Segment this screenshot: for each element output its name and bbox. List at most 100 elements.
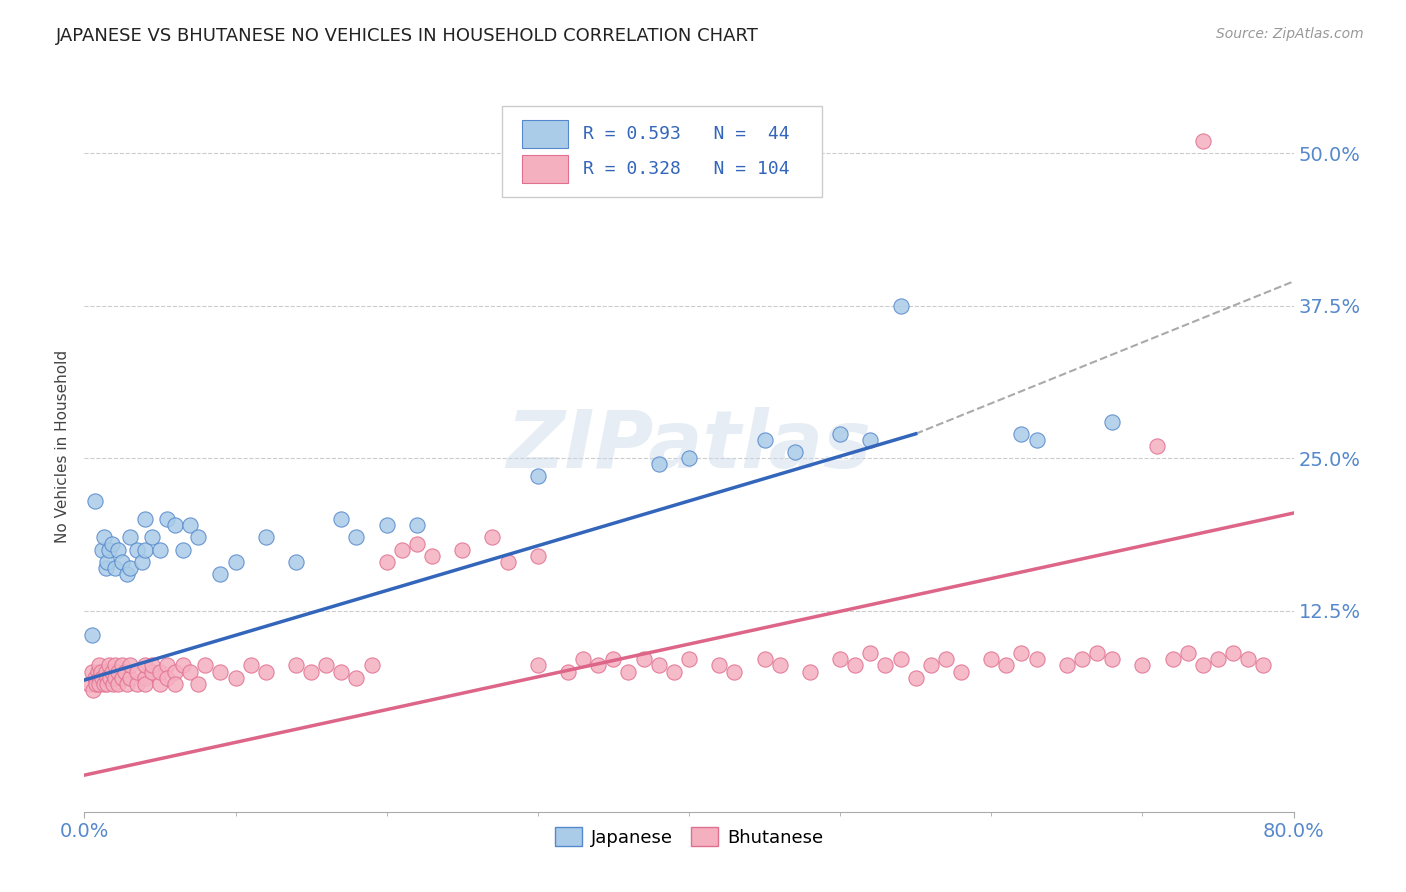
Point — [111, 671, 134, 685]
Point — [406, 518, 429, 533]
Point — [141, 658, 163, 673]
Point — [156, 671, 179, 685]
Point — [93, 676, 115, 690]
Point — [648, 658, 671, 673]
Point — [844, 658, 866, 673]
Point — [950, 665, 973, 679]
Point — [481, 530, 503, 544]
Point — [1222, 646, 1244, 660]
Point — [107, 542, 129, 557]
Text: R = 0.593   N =  44: R = 0.593 N = 44 — [582, 125, 789, 143]
Point — [134, 676, 156, 690]
Point — [225, 555, 247, 569]
Point — [179, 665, 201, 679]
Point — [633, 652, 655, 666]
Point — [187, 676, 209, 690]
Text: JAPANESE VS BHUTANESE NO VEHICLES IN HOUSEHOLD CORRELATION CHART: JAPANESE VS BHUTANESE NO VEHICLES IN HOU… — [56, 27, 759, 45]
Point — [141, 530, 163, 544]
Point — [769, 658, 792, 673]
Point — [783, 445, 806, 459]
Point — [96, 555, 118, 569]
Point — [156, 658, 179, 673]
Point — [100, 536, 122, 550]
Text: Source: ZipAtlas.com: Source: ZipAtlas.com — [1216, 27, 1364, 41]
Point — [1025, 652, 1047, 666]
Point — [127, 676, 149, 690]
Point — [87, 665, 110, 679]
Point — [527, 549, 550, 563]
Point — [1192, 658, 1215, 673]
Point — [91, 542, 114, 557]
Point — [84, 494, 107, 508]
Point — [1161, 652, 1184, 666]
Point — [89, 676, 111, 690]
Point — [346, 530, 368, 544]
Point — [678, 451, 700, 466]
Point — [149, 542, 172, 557]
Point — [96, 671, 118, 685]
Point — [225, 671, 247, 685]
Point — [93, 530, 115, 544]
Point — [1071, 652, 1094, 666]
Point — [315, 658, 337, 673]
Point — [572, 652, 595, 666]
Point — [1101, 415, 1123, 429]
Bar — [522, 155, 568, 183]
Point — [904, 671, 927, 685]
Point — [134, 542, 156, 557]
Point — [1101, 652, 1123, 666]
Point — [1056, 658, 1078, 673]
Point — [935, 652, 957, 666]
Point — [1011, 426, 1033, 441]
Point — [118, 561, 141, 575]
Point — [134, 671, 156, 685]
Point — [1146, 439, 1168, 453]
Point — [91, 671, 114, 685]
Point — [98, 671, 121, 685]
Point — [187, 530, 209, 544]
Point — [134, 512, 156, 526]
Point — [77, 676, 100, 690]
Point — [101, 676, 124, 690]
Point — [1253, 658, 1275, 673]
Point — [890, 652, 912, 666]
Point — [111, 658, 134, 673]
Point — [709, 658, 731, 673]
Point — [588, 658, 610, 673]
Point — [451, 542, 474, 557]
Point — [179, 518, 201, 533]
FancyBboxPatch shape — [502, 106, 823, 197]
Point — [115, 567, 138, 582]
Point — [97, 658, 120, 673]
Point — [406, 536, 429, 550]
Point — [617, 665, 640, 679]
Point — [830, 426, 852, 441]
Point — [104, 561, 127, 575]
Point — [80, 665, 103, 679]
Point — [89, 658, 111, 673]
Point — [754, 433, 776, 447]
Bar — [522, 120, 568, 147]
Point — [330, 512, 353, 526]
Point — [1177, 646, 1199, 660]
Point — [360, 658, 382, 673]
Point — [375, 555, 398, 569]
Point — [859, 646, 882, 660]
Point — [156, 512, 179, 526]
Point — [96, 676, 118, 690]
Point — [557, 665, 579, 679]
Point — [165, 676, 187, 690]
Point — [86, 676, 108, 690]
Point — [100, 665, 122, 679]
Point — [1192, 134, 1215, 148]
Point — [1130, 658, 1153, 673]
Point — [890, 299, 912, 313]
Point — [285, 555, 308, 569]
Point — [194, 658, 217, 673]
Point — [94, 665, 117, 679]
Point — [754, 652, 776, 666]
Point — [995, 658, 1018, 673]
Point — [82, 682, 104, 697]
Point — [678, 652, 700, 666]
Point — [134, 658, 156, 673]
